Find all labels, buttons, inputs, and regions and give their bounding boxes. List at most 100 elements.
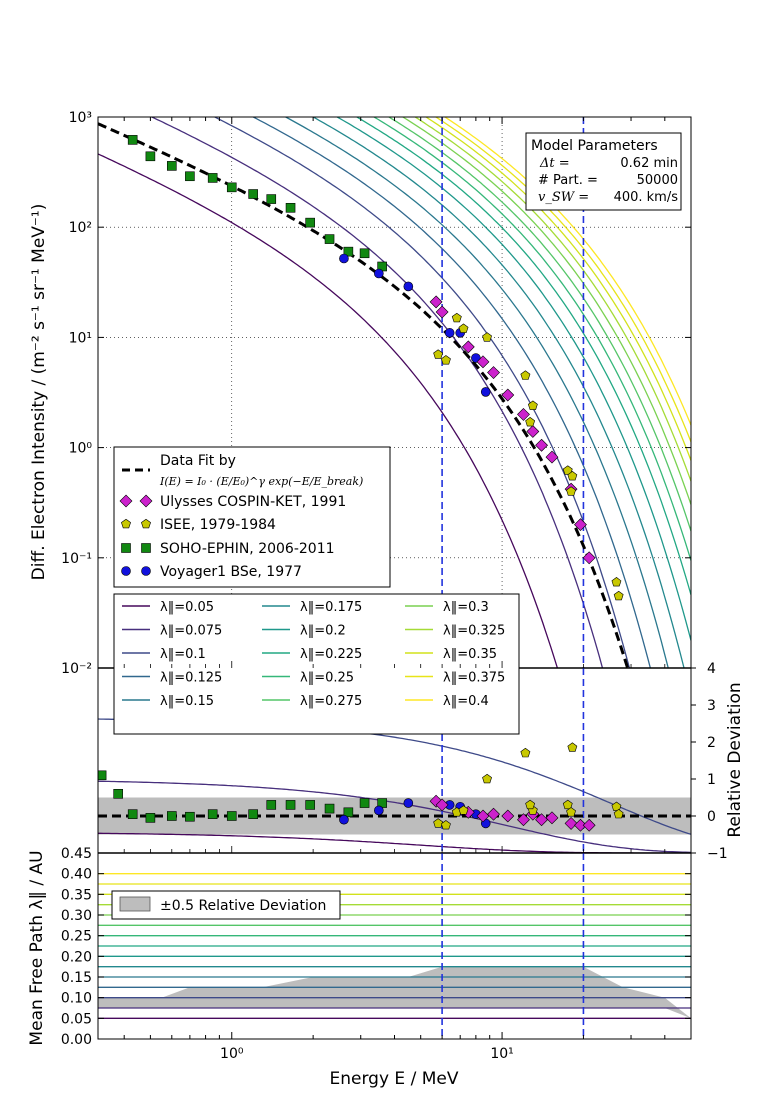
model-param-label-vsw: v_SW = xyxy=(538,190,589,205)
model-curve xyxy=(413,117,691,482)
model-curve xyxy=(335,117,691,641)
y-tick-label: 0.25 xyxy=(61,929,92,945)
deviation-point xyxy=(359,798,370,808)
deviation-point xyxy=(574,818,587,832)
data-point xyxy=(582,551,596,565)
data-point xyxy=(613,590,624,601)
lambda-legend-label: λ‖=0.1 xyxy=(160,647,206,662)
legend-voyager-label: Voyager1 BSe, 1977 xyxy=(160,564,302,580)
y-tick-label: 0.00 xyxy=(61,1032,92,1048)
deviation-point xyxy=(525,799,536,810)
model-param-label-dt: Δt = xyxy=(539,156,570,171)
data-point xyxy=(574,518,587,532)
deviation-point xyxy=(166,811,177,821)
model-curve xyxy=(251,117,652,668)
data-point xyxy=(458,323,469,333)
data-point xyxy=(451,312,462,323)
y-tick-label: 10⁻¹ xyxy=(61,551,92,567)
deviation-point xyxy=(127,809,138,819)
model-curve xyxy=(424,117,691,461)
deviation-point xyxy=(285,800,296,810)
deviation-point xyxy=(476,809,490,823)
y-tick-label: 2 xyxy=(707,735,716,751)
lambda-legend: λ‖=0.05 λ‖=0.075 λ‖=0.1 λ‖=0.125 λ‖=0.15 λ‖=0… xyxy=(113,593,520,735)
y-tick-label: 10⁰ xyxy=(69,441,93,457)
bottom-panel: 0.45 0.40 0.35 0.30 0.25 0.20 0.15 0.10 0.05 0.00… xyxy=(27,117,692,1089)
y-tick-label: 0.15 xyxy=(61,970,92,986)
data-point xyxy=(435,305,449,319)
legend-marker xyxy=(121,566,131,576)
deviation-point xyxy=(520,747,531,758)
model-curve xyxy=(372,117,691,561)
legend-markers xyxy=(119,494,153,576)
data-point xyxy=(611,577,622,587)
model-curve xyxy=(401,117,691,505)
model-param-value-vsw: 400. km/s xyxy=(614,190,679,205)
y-tick-label: 0 xyxy=(707,809,716,825)
data-legend: Data Fit by I(E) = I₀ · (E/E₀)^γ exp(−E/… xyxy=(113,446,391,588)
data-point xyxy=(166,161,177,171)
legend-soho-label: SOHO-EPHIN, 2006-2011 xyxy=(160,541,335,557)
lambda-legend-label: λ‖=0.375 xyxy=(443,671,505,686)
top-panel: 10³ 10² 10¹ 10⁰ 10⁻¹ 10⁻² Model Parameters Δt… xyxy=(29,110,692,677)
data-point xyxy=(535,438,548,452)
lambda-legend-label: λ‖=0.35 xyxy=(443,647,497,662)
lambda-legend-label: λ‖=0.3 xyxy=(443,600,489,615)
deviation-point xyxy=(482,773,492,784)
data-point xyxy=(471,353,481,363)
data-point xyxy=(207,173,218,183)
deviation-curve xyxy=(98,780,691,853)
y-tick-label: 0.05 xyxy=(61,1011,92,1027)
deviation-point xyxy=(582,818,596,832)
deviation-point xyxy=(562,799,573,810)
deviation-point xyxy=(113,788,123,799)
deviation-point xyxy=(545,811,559,825)
top-y-axis-label: Diff. Electron Intensity / (m⁻² s⁻¹ sr⁻¹… xyxy=(29,204,49,581)
data-point xyxy=(517,408,530,421)
data-point xyxy=(429,295,443,309)
x-tick-label: 10¹ xyxy=(490,1046,513,1062)
legend-marker xyxy=(141,566,151,576)
y-tick-label: 3 xyxy=(707,698,716,714)
deviation-point xyxy=(487,807,500,821)
y-tick-label: 4 xyxy=(707,661,716,677)
data-point xyxy=(567,471,578,481)
mid-data-points xyxy=(98,742,624,832)
deviation-point xyxy=(324,803,335,814)
deviation-point xyxy=(517,813,530,827)
data-point xyxy=(480,387,491,397)
legend-marker xyxy=(121,518,131,529)
deviation-point xyxy=(458,805,469,815)
bot-energy-markers xyxy=(441,853,585,1039)
deviation-point xyxy=(501,809,515,823)
data-point xyxy=(433,349,444,359)
y-tick-label: 1 xyxy=(707,772,716,788)
legend-marker xyxy=(141,518,151,529)
data-point xyxy=(339,253,349,264)
data-point xyxy=(476,355,490,369)
deviation-point xyxy=(343,807,354,818)
data-point xyxy=(501,388,515,402)
data-point xyxy=(520,370,531,380)
data-point xyxy=(525,417,536,427)
data-point xyxy=(226,182,237,193)
y-tick-label: 10³ xyxy=(69,110,92,126)
deviation-point xyxy=(613,809,624,819)
data-point xyxy=(403,281,414,292)
legend-isee-label: ISEE, 1979-1984 xyxy=(160,517,276,533)
data-point xyxy=(266,194,277,204)
x-ticks: 10⁰ 10¹ xyxy=(123,117,692,1062)
legend-marker xyxy=(141,543,151,553)
lambda-legend-label: λ‖=0.05 xyxy=(160,600,214,615)
data-point xyxy=(441,355,451,365)
lambda-legend-items: λ‖=0.05 λ‖=0.075 λ‖=0.1 λ‖=0.125 λ‖=0.15 λ‖=0… xyxy=(122,600,505,709)
lambda-legend-label: λ‖=0.2 xyxy=(300,624,346,639)
lambda-legend-label: λ‖=0.25 xyxy=(300,671,354,686)
model-curve xyxy=(213,117,631,668)
model-curve xyxy=(434,117,691,443)
data-point xyxy=(145,151,156,162)
deviation-point xyxy=(433,818,444,828)
data-point xyxy=(461,340,475,354)
lambda-legend-label: λ‖=0.325 xyxy=(443,624,505,639)
data-point xyxy=(185,171,195,182)
